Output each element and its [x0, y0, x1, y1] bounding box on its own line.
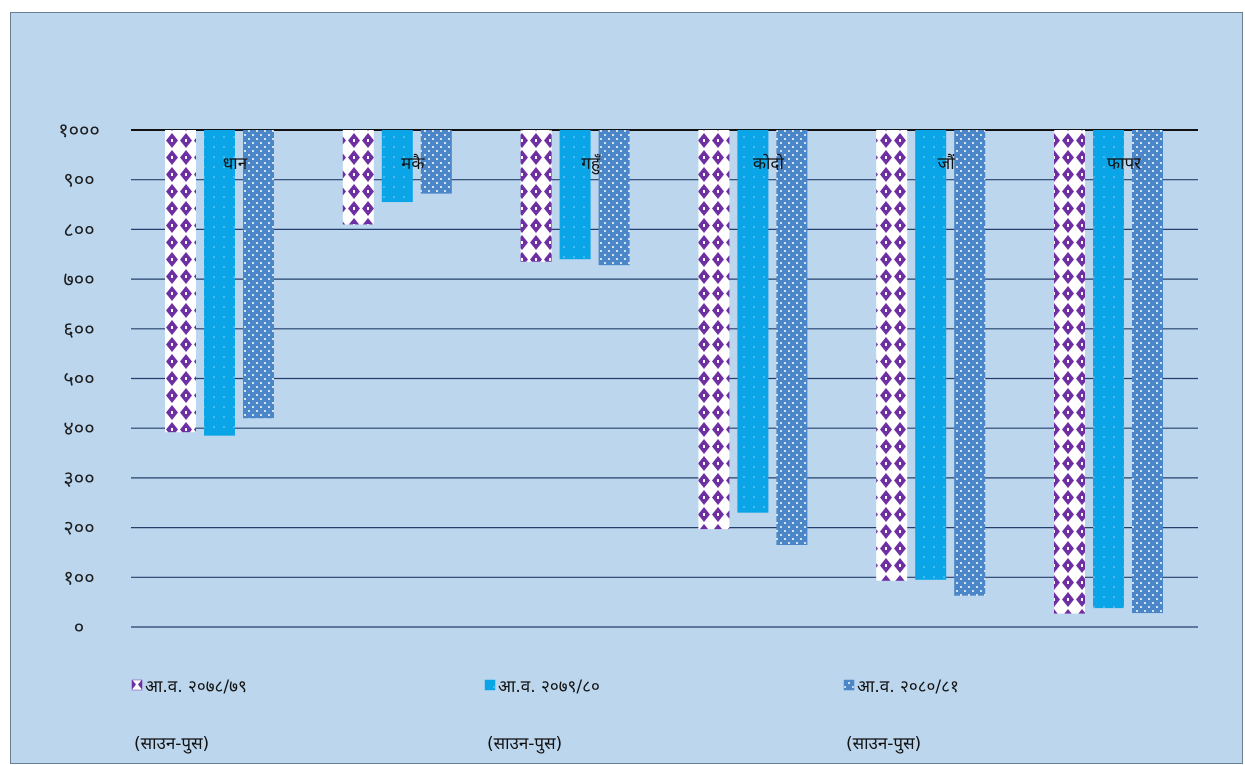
y-tick-label: ७००: [63, 267, 94, 291]
bar-1: [698, 130, 730, 530]
legend-sublabel: (साउन-पुस): [487, 734, 562, 754]
bar-3: [243, 130, 274, 419]
y-tick-label: ४००: [63, 416, 94, 440]
category-label: फापर: [1107, 154, 1142, 174]
category-label: गहुँ: [581, 153, 601, 175]
y-tick-label: ६००: [63, 317, 94, 341]
legend-label: आ.व. २०७९/८०: [498, 677, 600, 697]
bar-3: [1132, 130, 1163, 614]
bar-3: [954, 130, 986, 596]
y-tick-label: ५००: [63, 367, 94, 391]
bar-1: [165, 130, 196, 433]
chart-container: ० १०० २०० ३०० ४०० ५०० ६०० ७०० ८०० ९०० १००० धान मकै ग…: [10, 12, 1243, 764]
category-label: धान: [223, 154, 248, 174]
bar-2: [204, 130, 235, 436]
bar-1: [520, 130, 552, 262]
bar-3: [420, 130, 452, 194]
bar-1: [342, 130, 374, 225]
y-tick-label: १००: [63, 565, 94, 589]
legend-sublabel: (साउन-पुस): [134, 734, 209, 754]
y-tick-label: ३००: [63, 466, 94, 490]
bar-1: [1054, 130, 1085, 614]
legend-label: आ.व. २०७८/७९: [145, 677, 247, 697]
bar-3: [776, 130, 808, 545]
legend-label: आ.व. २०८०/८१: [857, 677, 959, 697]
y-tick-label: १०००: [58, 118, 100, 142]
category-label: कोदो: [753, 153, 784, 174]
legend-sublabel: (साउन-पुस): [846, 734, 921, 754]
bar-2: [559, 130, 591, 260]
bar-2: [737, 130, 769, 513]
bar-1: [876, 130, 908, 581]
y-tick-label: ०: [74, 615, 84, 639]
y-tick-label: २००: [63, 516, 94, 540]
y-tick-label: ९००: [63, 168, 94, 192]
bar-2: [915, 130, 947, 580]
legend-swatch: [131, 679, 143, 691]
bar-2: [1093, 130, 1124, 609]
bar-2: [381, 130, 413, 203]
y-tick-label: ८००: [63, 217, 94, 241]
bar-3: [598, 130, 630, 266]
legend-swatch: [843, 679, 855, 691]
legend-swatch: [484, 679, 496, 691]
category-label: मकै: [401, 153, 425, 174]
bar-chart: ० १०० २०० ३०० ४०० ५०० ६०० ७०० ८०० ९०० १००० धान मकै ग…: [58, 118, 1198, 754]
category-label: जौं: [938, 153, 956, 174]
